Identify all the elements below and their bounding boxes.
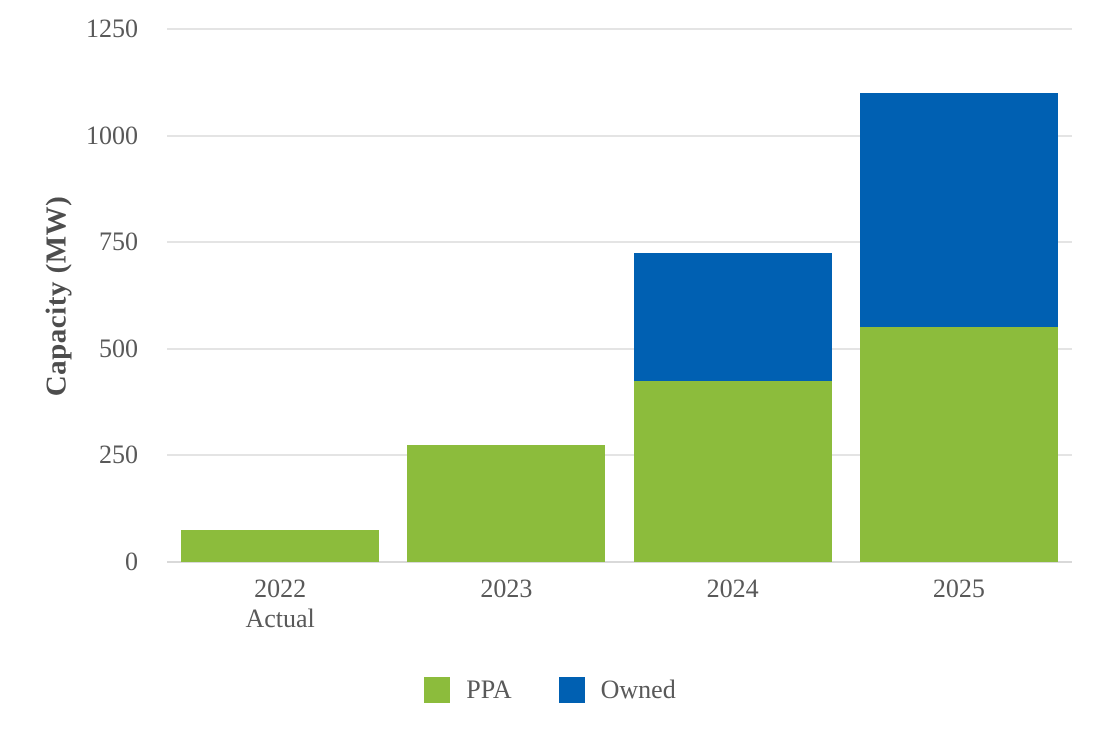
bar-2024-ppa bbox=[633, 380, 832, 562]
y-tick-label-1250: 1250 bbox=[86, 14, 138, 43]
y-tick-label-1000: 1000 bbox=[86, 120, 138, 150]
y-tick-label-0: 0 bbox=[125, 547, 138, 576]
y-tick-label-500: 500 bbox=[99, 333, 138, 363]
y-axis-title: Capacity (MW) bbox=[40, 195, 73, 397]
legend-swatch-ppa bbox=[424, 677, 451, 703]
y-tick-label-750: 750 bbox=[99, 227, 138, 257]
gridline-250 bbox=[167, 454, 1072, 457]
x-tick-label-2025: 2025 bbox=[846, 574, 1072, 604]
gridline-500 bbox=[167, 347, 1072, 350]
legend: PPA Owned bbox=[0, 675, 1100, 705]
x-tick-label-line: 2024 bbox=[706, 574, 759, 603]
bar-2024-owned bbox=[633, 252, 832, 381]
legend-item-owned: Owned bbox=[558, 675, 676, 705]
bar-2023-ppa bbox=[407, 444, 606, 562]
legend-label-ppa: PPA bbox=[466, 675, 512, 704]
legend-label-owned: Owned bbox=[600, 675, 676, 704]
y-tick-label-250: 250 bbox=[99, 440, 138, 470]
x-tick-label-line: 2023 bbox=[480, 574, 533, 603]
x-axis-line bbox=[167, 561, 1072, 563]
x-tick-label-2022-actual: 2022 Actual bbox=[167, 574, 393, 634]
x-tick-label-line: 2025 bbox=[932, 574, 985, 603]
x-tick-label-2023: 2023 bbox=[393, 574, 619, 604]
x-tick-label-line: Actual bbox=[245, 604, 315, 633]
legend-item-ppa: PPA bbox=[424, 675, 512, 705]
gridline-1250 bbox=[167, 28, 1072, 30]
gridline-1000 bbox=[167, 134, 1072, 137]
x-tick-label-2024: 2024 bbox=[620, 574, 846, 604]
gridline-750 bbox=[167, 241, 1072, 244]
bar-2022-actual-ppa bbox=[181, 530, 380, 562]
bar-2025-owned bbox=[859, 92, 1058, 328]
bar-2025-ppa bbox=[859, 327, 1058, 562]
legend-swatch-owned bbox=[558, 677, 585, 703]
x-tick-label-line: 2022 bbox=[254, 574, 307, 603]
